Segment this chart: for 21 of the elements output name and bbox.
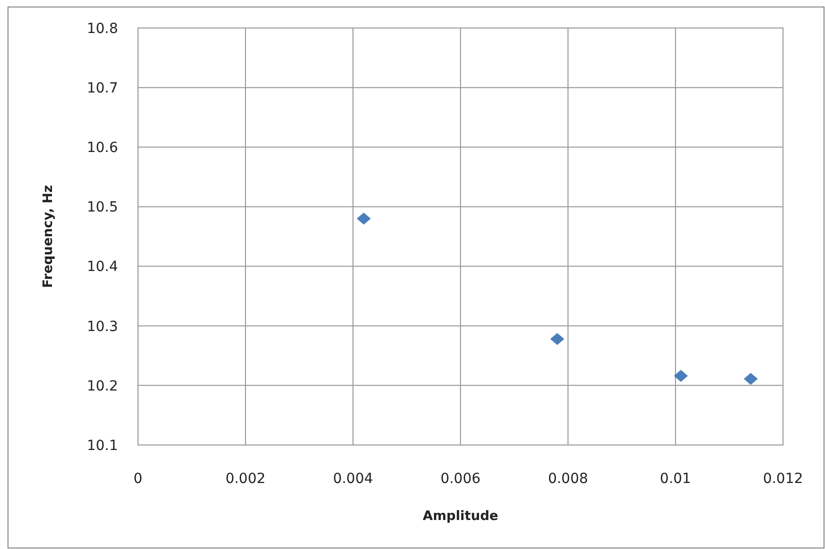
x-tick-label: 0.006 [440,470,481,487]
y-tick-label: 10.7 [86,80,118,96]
point [356,212,371,225]
y-tick-label: 10.8 [86,20,118,37]
y-tick-label: 10.4 [86,259,118,276]
x-tick-label: 0 [134,470,142,487]
point [674,370,688,382]
y-tick-label: 10.6 [86,140,118,156]
x-tick-label: 0.012 [762,470,804,487]
y-tick-label: 10.5 [86,200,118,216]
y-axis-title: Frequency, Hz [41,185,56,288]
point [550,332,564,345]
x-tick-label: 0.01 [660,470,692,487]
x-axis-title: Amplitude [422,509,498,524]
y-tick-label: 10.1 [86,438,118,454]
x-tick-label: 0.002 [225,470,266,487]
x-tick-label: 0.004 [332,470,374,487]
y-tick-label: 10.3 [86,318,118,335]
x-tick-label: 0.008 [548,470,588,487]
y-tick-label: 10.2 [86,378,118,394]
point [744,372,758,385]
